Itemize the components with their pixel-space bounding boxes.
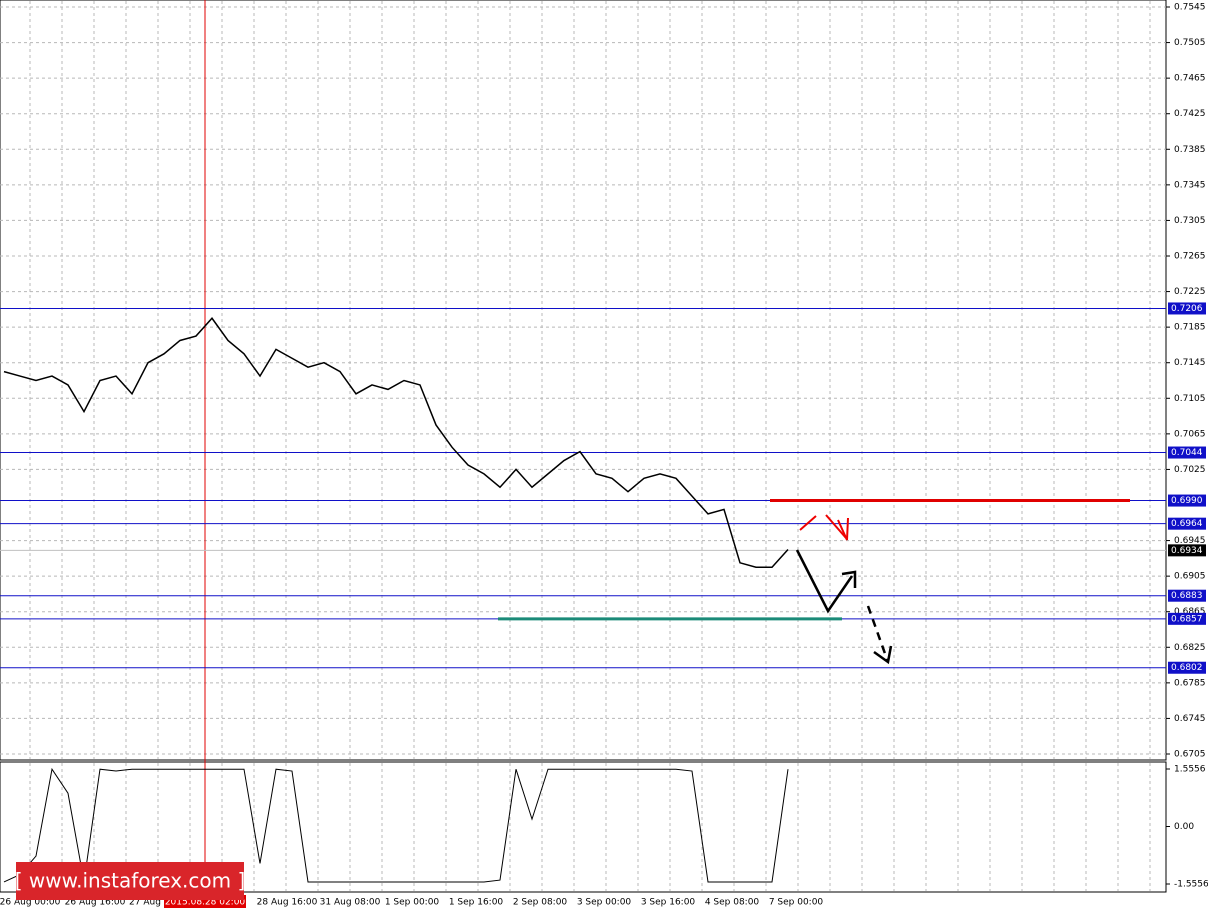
x-tick-label: 2015.08.28 02:00 xyxy=(165,898,246,908)
y-tick-label: 0.7025 xyxy=(1174,465,1206,475)
level-label-bg xyxy=(1168,612,1206,625)
indicator-tick-label: 0.00 xyxy=(1174,822,1194,832)
indicator-tick-label: -1.5556 xyxy=(1174,880,1208,890)
y-tick-label: 0.7385 xyxy=(1174,145,1206,155)
y-tick-label: 0.7065 xyxy=(1174,429,1206,439)
y-tick-label: 0.7425 xyxy=(1174,109,1206,119)
x-tick-label: 1 Sep 16:00 xyxy=(449,898,504,908)
y-tick-label: 0.6785 xyxy=(1174,678,1206,688)
x-tick-label: 1 Sep 00:00 xyxy=(385,898,440,908)
level-label: 0.7206 xyxy=(1171,304,1203,314)
x-tick-label: 2 Sep 08:00 xyxy=(513,898,568,908)
x-tick-label: 27 Aug xyxy=(129,898,161,908)
level-label: 0.7044 xyxy=(1171,448,1203,458)
y-tick-label: 0.7145 xyxy=(1174,358,1206,368)
y-tick-label: 0.7345 xyxy=(1174,180,1206,190)
y-tick-label: 0.7105 xyxy=(1174,394,1206,404)
watermark: [ www.instaforex.com ] xyxy=(15,862,246,900)
x-tick-label: 31 Aug 08:00 xyxy=(320,898,381,908)
indicator-tick-label: 1.5556 xyxy=(1174,765,1206,775)
watermark-text: [ www.instaforex.com ] xyxy=(15,869,246,893)
current-label: 0.6934 xyxy=(1171,546,1203,556)
y-tick-label: 0.6705 xyxy=(1174,750,1206,760)
level-label: 0.6802 xyxy=(1171,663,1203,673)
price-line xyxy=(3,317,789,568)
level-label: 0.6964 xyxy=(1171,519,1203,529)
y-tick-label: 0.7185 xyxy=(1174,323,1206,333)
x-tick-label: 26 Aug 16:00 xyxy=(65,898,126,908)
x-tick-label: 3 Sep 00:00 xyxy=(577,898,632,908)
y-tick-label: 0.7505 xyxy=(1174,38,1206,48)
level-label-bg xyxy=(1168,661,1206,674)
x-tick-label: 26 Aug 00:00 xyxy=(0,898,61,908)
y-tick-label: 0.6945 xyxy=(1174,536,1206,546)
y-tick-label: 0.6825 xyxy=(1174,643,1206,653)
main-panel xyxy=(0,0,1167,761)
level-label-bg xyxy=(1168,589,1206,602)
y-tick-label: 0.6905 xyxy=(1174,572,1206,582)
level-label: 0.6883 xyxy=(1171,591,1203,601)
level-label-bg xyxy=(1168,446,1206,459)
level-label-bg xyxy=(1168,494,1206,507)
level-label-bg xyxy=(1168,517,1206,530)
y-tick-label: 0.7225 xyxy=(1174,287,1206,297)
y-tick-label: 0.7545 xyxy=(1174,3,1206,13)
x-tick-label: 7 Sep 00:00 xyxy=(769,898,824,908)
y-tick-label: 0.7305 xyxy=(1174,216,1206,226)
forecast-arrows xyxy=(795,514,893,665)
x-tick-label: 3 Sep 16:00 xyxy=(641,898,696,908)
y-tick-label: 0.6745 xyxy=(1174,714,1206,724)
level-label: 0.6857 xyxy=(1171,614,1203,624)
indicator-line xyxy=(3,767,789,883)
x-tick-label: 28 Aug 16:00 xyxy=(257,898,318,908)
level-label-bg xyxy=(1168,302,1206,315)
y-tick-label: 0.7265 xyxy=(1174,252,1206,262)
current-label-bg xyxy=(1168,544,1206,557)
y-tick-label: 0.6865 xyxy=(1174,607,1206,617)
y-tick-label: 0.7465 xyxy=(1174,74,1206,84)
x-tick-label: 4 Sep 08:00 xyxy=(705,898,760,908)
level-label: 0.6990 xyxy=(1171,496,1203,506)
